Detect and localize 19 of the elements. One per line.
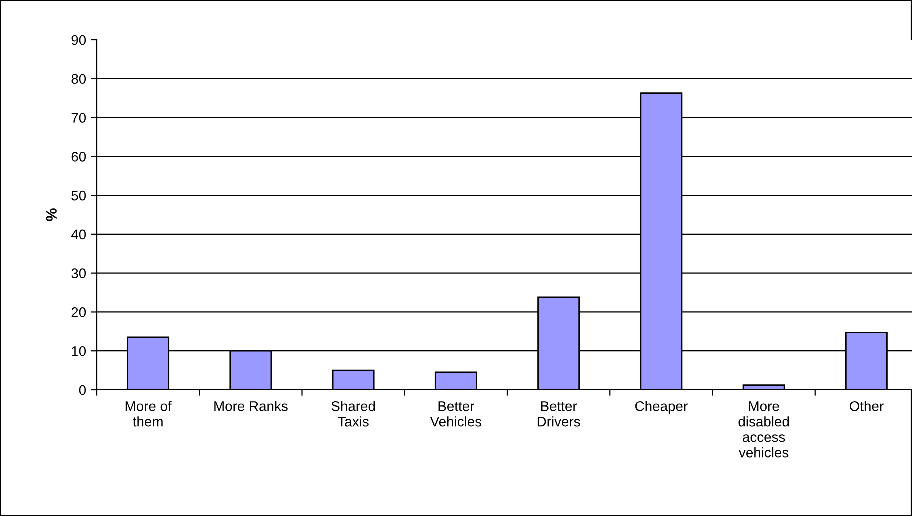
y-tick-label: 30 <box>72 268 86 279</box>
x-tick-label: More disabled access vehicles <box>738 402 790 458</box>
y-tick-label: 90 <box>72 35 86 46</box>
y-tick-label: 80 <box>72 74 86 84</box>
y-tick-label: 10 <box>72 346 86 356</box>
y-tick-label: 20 <box>72 308 86 318</box>
x-tick-label: Other <box>850 401 884 412</box>
y-tick-label: 50 <box>72 190 86 201</box>
x-tick-label: More Ranks <box>214 401 288 412</box>
x-tick-label: Shared Taxis <box>332 401 376 427</box>
y-tick-label: 60 <box>72 152 86 162</box>
x-tick-label: Better Drivers <box>538 402 580 427</box>
y-tick-label: 40 <box>71 230 86 240</box>
x-tick-label: Cheaper <box>636 401 688 414</box>
x-tick-label: More of them <box>126 401 172 427</box>
x-tick-label: Better Vehicles <box>430 402 482 427</box>
y-axis-title: % <box>46 208 57 222</box>
y-tick-label: 70 <box>72 113 86 123</box>
y-tick-label: 0 <box>79 385 86 396</box>
